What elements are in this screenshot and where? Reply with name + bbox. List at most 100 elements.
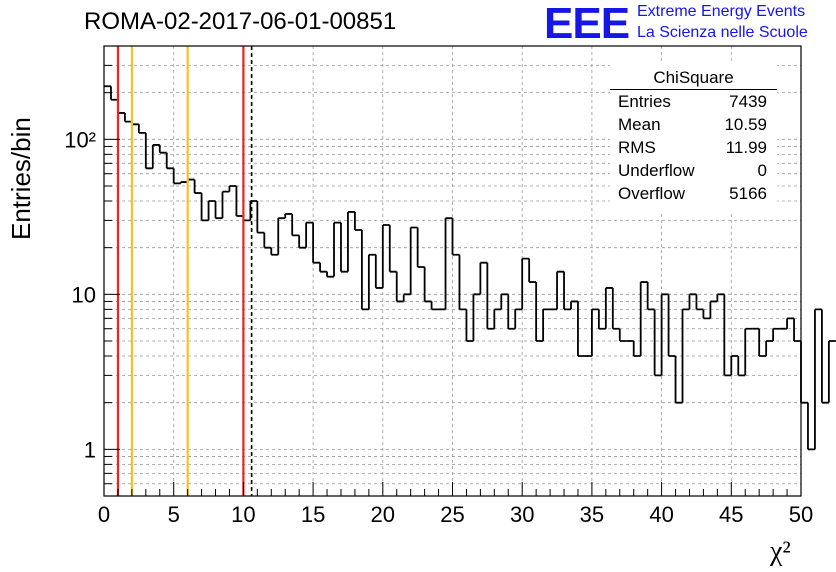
histogram-bin (319, 262, 328, 273)
stat-value: 11.99 (725, 138, 767, 157)
histogram-bin (347, 211, 355, 272)
histogram-bin (298, 235, 307, 249)
x-tick-label: 25 (440, 502, 464, 527)
histogram-bin (472, 293, 481, 341)
stat-label: Mean (618, 115, 661, 134)
histogram-bin (521, 257, 530, 310)
histogram-bin (814, 308, 822, 450)
logo-line-1: Extreme Energy Events (637, 3, 806, 20)
histogram-bin (535, 282, 544, 342)
histogram-bin (395, 271, 404, 303)
x-tick-label: 35 (580, 502, 604, 527)
histogram-bin (465, 309, 474, 342)
histogram-bin (444, 217, 453, 310)
histogram-bin (479, 261, 488, 295)
histogram-bin (228, 185, 237, 192)
histogram-bin (591, 308, 599, 357)
stat-row-underflow: Underflow 0 (618, 161, 767, 183)
x-tick-label: 15 (301, 502, 325, 527)
histogram-bin (486, 262, 495, 330)
histogram-bin (305, 221, 314, 248)
axis-ticks (103, 45, 802, 497)
histogram-bin (200, 193, 209, 222)
histogram-bin (284, 213, 293, 219)
histogram-bin (291, 213, 300, 237)
histogram-bin (360, 230, 369, 311)
histogram-bin (597, 309, 606, 330)
histogram-bin (702, 309, 711, 320)
histogram-bin (681, 308, 690, 403)
histogram-bin (807, 402, 815, 451)
y-axis-label: Entries/bin (6, 117, 36, 240)
histogram-bin (214, 201, 223, 220)
x-tick-label: 5 (168, 502, 180, 527)
histogram-bin (528, 258, 537, 283)
histogram-bin (646, 282, 655, 311)
stat-label: Overflow (618, 184, 686, 203)
vertical-markers (116, 46, 253, 496)
histogram-bin (744, 327, 753, 376)
histogram-bin (312, 222, 321, 264)
histogram-bin (716, 293, 725, 302)
y-tick-label: 10 (72, 282, 96, 307)
y-tick-label: 1 (84, 437, 96, 462)
stat-row-overflow: Overflow 5166 (618, 184, 767, 206)
histogram-bin (235, 185, 244, 217)
histogram-bin (333, 221, 341, 277)
stats-divider (610, 89, 777, 90)
stat-label: RMS (618, 138, 656, 157)
histogram-bin (367, 253, 376, 310)
histogram-bin (221, 190, 230, 219)
histogram-bin (772, 327, 781, 341)
histogram-bin (124, 112, 132, 123)
histogram-bin (381, 224, 390, 288)
histogram-bin (207, 200, 216, 221)
stats-box: ChiSquare Entries 7439 Mean 10.59 RMS 11… (610, 64, 777, 212)
plot-frame (103, 45, 802, 497)
histogram-bin (604, 287, 613, 329)
histogram-bin (277, 217, 286, 255)
histogram-bin (458, 254, 467, 311)
histogram-bin (611, 287, 620, 330)
histogram-bin (144, 132, 153, 170)
histogram-bin (507, 294, 516, 330)
stat-value: 5166 (729, 184, 767, 203)
x-tick-label: 10 (231, 502, 255, 527)
histogram-bin (416, 227, 425, 268)
histogram-bin (730, 355, 739, 376)
histogram-bin (577, 301, 585, 357)
stat-row-entries: Entries 7439 (618, 92, 767, 114)
stat-label: Underflow (618, 161, 695, 180)
histogram-bin (632, 340, 641, 357)
x-tick-label: 40 (649, 502, 673, 527)
histogram-bin (709, 300, 718, 319)
histogram-bin (514, 308, 523, 329)
histogram-bin (758, 328, 767, 357)
histogram-bin (827, 340, 836, 403)
histogram-bin (821, 309, 829, 404)
x-tick-label: 20 (371, 502, 395, 527)
histogram-bin (639, 281, 648, 357)
histogram-bin (430, 301, 439, 311)
histogram-bin (500, 293, 509, 310)
histogram-bin (263, 232, 272, 249)
histogram-bin (688, 293, 697, 310)
histogram-bin (179, 181, 188, 184)
histogram-bin (556, 270, 565, 310)
x-tick-label: 50 (789, 502, 813, 527)
histogram-bin (374, 254, 383, 289)
histogram-bin (158, 144, 167, 154)
histogram-bin (151, 144, 160, 169)
histogram-bin (193, 179, 202, 194)
histogram-bin (542, 308, 551, 341)
tick-labels: 0 5 10 15 20 25 30 35 40 45 50 1 10 10² (64, 127, 813, 527)
histogram-bin (800, 340, 808, 404)
histogram-bin (570, 300, 578, 310)
histogram-bin (667, 294, 676, 357)
stat-value: 7439 (729, 92, 767, 111)
histogram-bin (165, 152, 174, 170)
stat-row-rms: RMS 11.99 (618, 138, 767, 160)
histogram-bin (340, 222, 348, 273)
y-tick-label: 10² (64, 127, 96, 152)
